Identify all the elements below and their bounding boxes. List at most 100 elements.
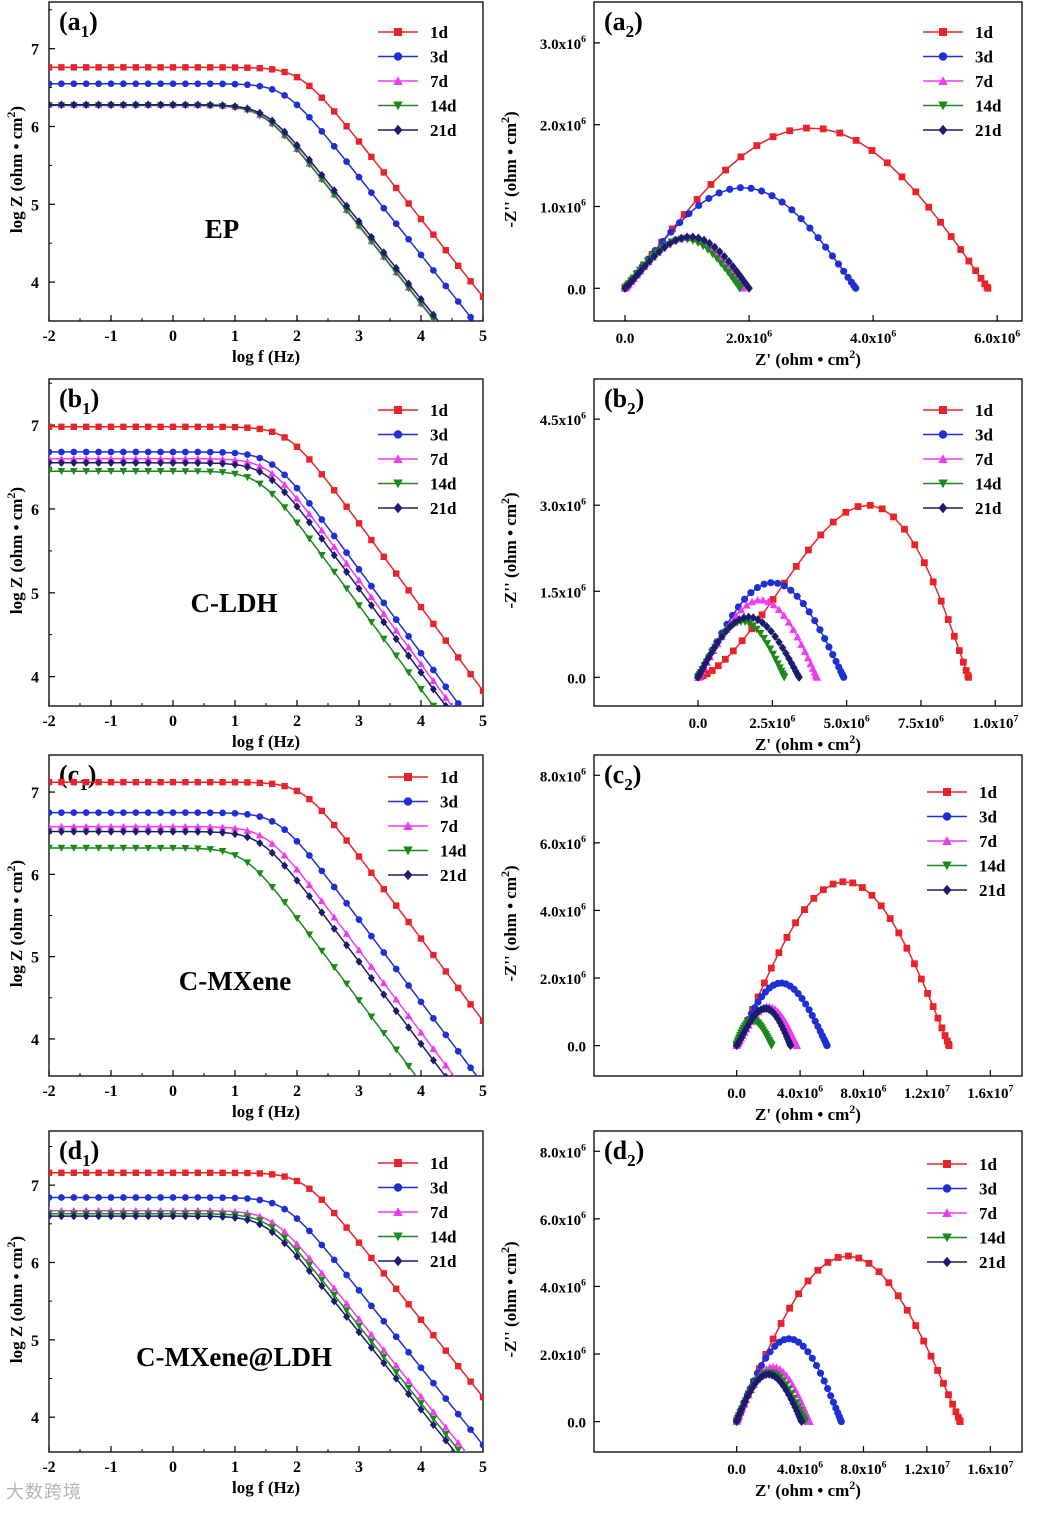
- data-point: [95, 80, 102, 88]
- data-point: [70, 809, 78, 816]
- data-point: [392, 1046, 401, 1054]
- data-point: [343, 1224, 350, 1231]
- data-point: [430, 231, 437, 238]
- data-point: [404, 1376, 413, 1385]
- data-point: [268, 839, 277, 847]
- data-point: [281, 782, 288, 790]
- data-point: [82, 458, 90, 468]
- legend-marker: [938, 502, 948, 514]
- data-point: [367, 1343, 375, 1352]
- data-point: [49, 64, 53, 71]
- data-point: [753, 583, 762, 592]
- data-point: [786, 1041, 795, 1051]
- data-point: [744, 612, 753, 622]
- data-point: [740, 595, 749, 603]
- data-point: [405, 1301, 412, 1308]
- data-point: [231, 1169, 239, 1177]
- x-tick-label: 3: [355, 713, 363, 730]
- data-point: [355, 1322, 363, 1330]
- data-point: [637, 266, 645, 275]
- x-tick-label: -1: [104, 713, 117, 730]
- data-point: [429, 1415, 438, 1423]
- data-point: [430, 620, 437, 628]
- data-point: [417, 251, 425, 259]
- data-point: [132, 100, 140, 109]
- legend-marker: [393, 1207, 403, 1216]
- data-point: [157, 827, 165, 836]
- data-point: [182, 778, 189, 786]
- data-point: [868, 147, 876, 154]
- x-tick-label: 4.0x106: [850, 328, 896, 347]
- data-point: [795, 672, 803, 682]
- x-axis-label: log f (Hz): [232, 1102, 300, 1121]
- legend-label: 3d: [975, 426, 994, 445]
- data-point: [268, 475, 276, 485]
- data-point: [683, 232, 691, 242]
- legend-label: 21d: [430, 121, 457, 140]
- data-point: [355, 576, 363, 584]
- data-point: [95, 1169, 102, 1176]
- data-point: [255, 831, 264, 839]
- data-point: [442, 1031, 450, 1039]
- data-point: [144, 827, 152, 836]
- data-point: [747, 589, 755, 597]
- data-point: [268, 116, 276, 125]
- data-point: [219, 64, 226, 71]
- data-point: [748, 1383, 756, 1393]
- data-point: [885, 1279, 893, 1287]
- data-point: [745, 283, 753, 293]
- data-point: [107, 458, 115, 468]
- data-point: [107, 64, 115, 71]
- data-point: [404, 1062, 413, 1070]
- data-point: [697, 666, 706, 676]
- plot-frame: [593, 378, 1023, 707]
- data-point: [244, 779, 251, 786]
- data-point: [355, 520, 363, 527]
- data-point: [343, 1271, 350, 1279]
- data-point: [243, 474, 252, 482]
- data-point: [816, 1369, 825, 1377]
- data-point: [793, 592, 801, 600]
- data-point: [280, 480, 289, 488]
- data-point: [785, 1375, 794, 1384]
- data-point: [812, 1361, 821, 1370]
- data-point: [244, 424, 251, 431]
- data-point: [281, 487, 289, 497]
- data-point: [729, 647, 737, 655]
- data-point: [218, 469, 227, 477]
- data-point: [343, 503, 350, 510]
- data-point: [343, 567, 351, 577]
- data-point: [940, 1379, 947, 1387]
- data-point: [206, 458, 214, 468]
- data-point: [94, 468, 103, 476]
- legend-marker: [404, 773, 412, 781]
- data-point: [479, 1393, 483, 1401]
- y-tick-label: 7: [31, 1178, 39, 1195]
- data-point: [736, 184, 744, 192]
- data-point: [767, 1042, 776, 1050]
- data-point: [182, 1194, 189, 1201]
- data-point: [454, 700, 462, 706]
- data-point: [441, 1431, 450, 1439]
- data-point: [293, 494, 301, 502]
- x-tick-label: 2: [293, 1083, 301, 1100]
- data-point: [797, 640, 806, 648]
- data-point: [306, 1227, 313, 1235]
- data-point: [169, 1211, 177, 1221]
- data-point: [318, 807, 325, 815]
- data-point: [955, 647, 963, 654]
- y-tick-label: 4.0x106: [540, 1278, 586, 1297]
- data-point: [748, 625, 756, 633]
- data-point: [169, 80, 177, 88]
- data-point: [429, 310, 437, 319]
- data-point: [852, 284, 860, 292]
- data-point: [330, 568, 339, 576]
- data-point: [82, 809, 90, 816]
- data-point: [894, 1292, 902, 1300]
- data-point: [194, 809, 202, 817]
- data-point: [817, 531, 825, 539]
- data-point: [736, 1408, 744, 1418]
- data-point: [269, 780, 276, 788]
- data-point: [144, 844, 153, 852]
- data-point: [945, 1042, 953, 1049]
